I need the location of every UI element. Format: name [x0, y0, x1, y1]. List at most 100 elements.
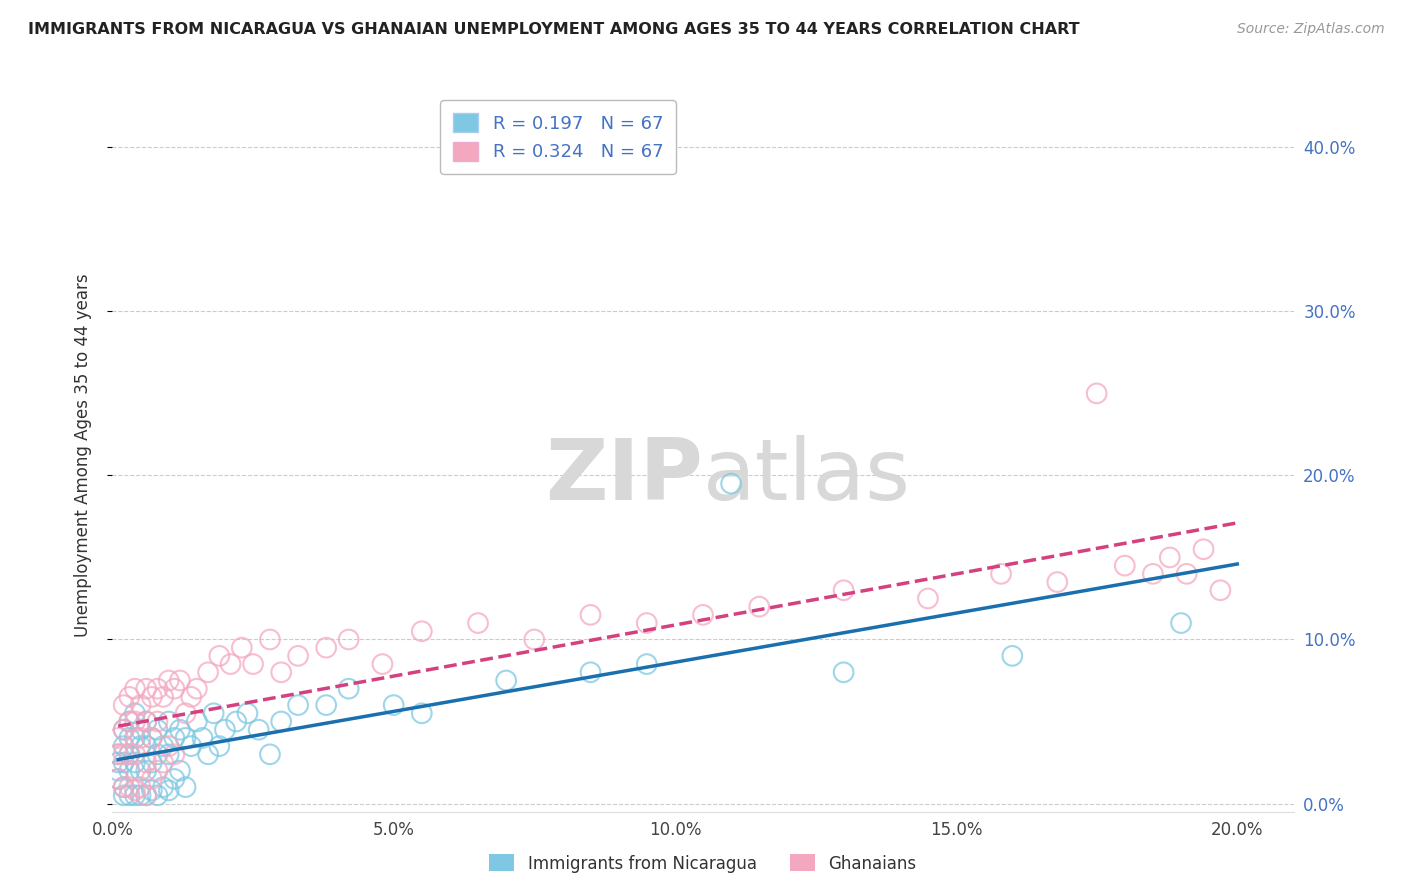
- Point: [287, 648, 309, 663]
- Point: [197, 747, 219, 762]
- Point: [124, 706, 146, 721]
- Point: [152, 739, 174, 753]
- Point: [315, 640, 337, 655]
- Point: [157, 714, 180, 729]
- Point: [467, 616, 489, 631]
- Point: [152, 756, 174, 770]
- Point: [129, 789, 152, 803]
- Point: [495, 673, 517, 688]
- Point: [135, 681, 157, 696]
- Point: [287, 698, 309, 712]
- Point: [1142, 566, 1164, 581]
- Point: [1192, 542, 1215, 557]
- Point: [180, 739, 202, 753]
- Point: [129, 739, 152, 753]
- Point: [208, 739, 231, 753]
- Point: [163, 747, 186, 762]
- Point: [157, 747, 180, 762]
- Point: [118, 714, 141, 729]
- Point: [124, 714, 146, 729]
- Point: [197, 665, 219, 680]
- Point: [157, 739, 180, 753]
- Point: [152, 690, 174, 704]
- Point: [118, 789, 141, 803]
- Point: [112, 739, 135, 753]
- Point: [990, 566, 1012, 581]
- Point: [371, 657, 394, 671]
- Point: [231, 640, 253, 655]
- Point: [124, 789, 146, 803]
- Point: [146, 723, 169, 737]
- Point: [259, 632, 281, 647]
- Text: IMMIGRANTS FROM NICARAGUA VS GHANAIAN UNEMPLOYMENT AMONG AGES 35 TO 44 YEARS COR: IMMIGRANTS FROM NICARAGUA VS GHANAIAN UN…: [28, 22, 1080, 37]
- Point: [146, 681, 169, 696]
- Y-axis label: Unemployment Among Ages 35 to 44 years: Unemployment Among Ages 35 to 44 years: [73, 273, 91, 637]
- Point: [141, 690, 163, 704]
- Point: [135, 789, 157, 803]
- Point: [236, 706, 259, 721]
- Point: [186, 714, 208, 729]
- Point: [124, 731, 146, 745]
- Point: [112, 698, 135, 712]
- Point: [1046, 575, 1069, 590]
- Point: [129, 764, 152, 778]
- Point: [163, 772, 186, 786]
- Point: [141, 731, 163, 745]
- Point: [118, 747, 141, 762]
- Point: [180, 690, 202, 704]
- Point: [1159, 550, 1181, 565]
- Point: [219, 657, 242, 671]
- Point: [107, 756, 129, 770]
- Point: [1209, 583, 1232, 598]
- Point: [129, 731, 152, 745]
- Point: [225, 714, 247, 729]
- Point: [174, 706, 197, 721]
- Point: [636, 657, 658, 671]
- Point: [832, 583, 855, 598]
- Legend: Immigrants from Nicaragua, Ghanaians: Immigrants from Nicaragua, Ghanaians: [482, 847, 924, 880]
- Point: [112, 789, 135, 803]
- Point: [141, 731, 163, 745]
- Point: [214, 723, 236, 737]
- Point: [152, 780, 174, 794]
- Point: [692, 607, 714, 622]
- Point: [579, 665, 602, 680]
- Point: [118, 731, 141, 745]
- Point: [124, 783, 146, 797]
- Text: atlas: atlas: [703, 434, 911, 518]
- Point: [270, 665, 292, 680]
- Point: [146, 764, 169, 778]
- Point: [411, 624, 433, 639]
- Point: [112, 780, 135, 794]
- Point: [118, 764, 141, 778]
- Point: [163, 731, 186, 745]
- Point: [112, 723, 135, 737]
- Point: [174, 731, 197, 745]
- Point: [135, 756, 157, 770]
- Point: [169, 764, 191, 778]
- Point: [118, 690, 141, 704]
- Point: [242, 657, 264, 671]
- Point: [107, 747, 129, 762]
- Point: [107, 747, 129, 762]
- Point: [141, 772, 163, 786]
- Point: [163, 681, 186, 696]
- Point: [208, 648, 231, 663]
- Point: [382, 698, 405, 712]
- Point: [169, 723, 191, 737]
- Point: [720, 476, 742, 491]
- Point: [1175, 566, 1198, 581]
- Point: [1001, 648, 1024, 663]
- Point: [118, 747, 141, 762]
- Point: [135, 714, 157, 729]
- Point: [107, 731, 129, 745]
- Text: ZIP: ZIP: [546, 434, 703, 518]
- Point: [135, 764, 157, 778]
- Point: [337, 632, 360, 647]
- Point: [146, 747, 169, 762]
- Point: [191, 731, 214, 745]
- Point: [411, 706, 433, 721]
- Point: [135, 789, 157, 803]
- Point: [579, 607, 602, 622]
- Point: [186, 681, 208, 696]
